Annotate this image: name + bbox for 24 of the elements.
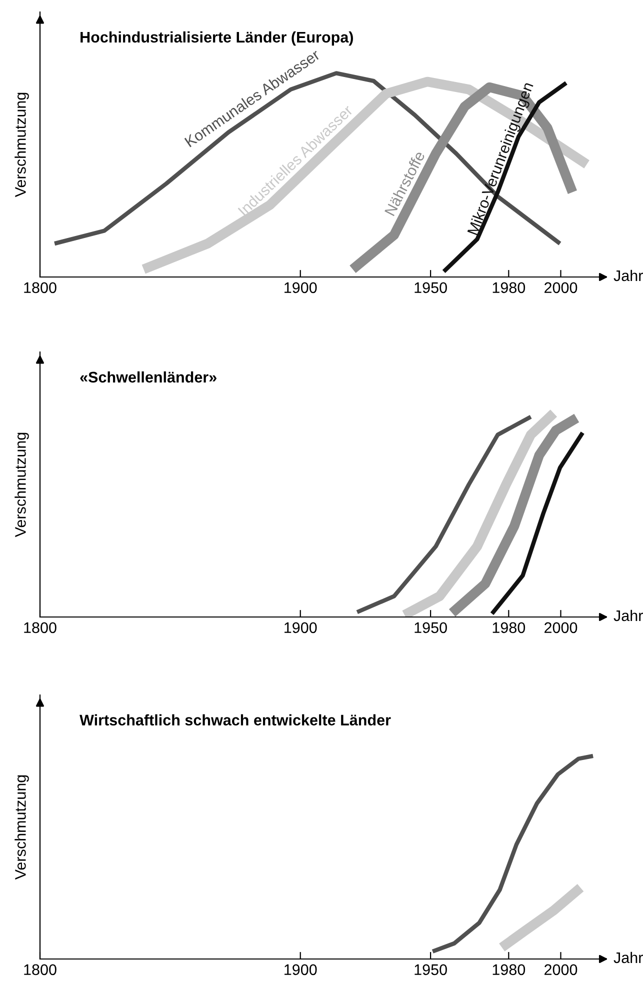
x-axis-title: Jahr xyxy=(614,270,643,282)
x-tick-label: 2000 xyxy=(544,964,578,976)
chart-title: Hochindustrialisierte Länder (Europa) xyxy=(80,31,353,46)
x-tick-label: 1900 xyxy=(284,282,317,294)
x-tick-label: 1980 xyxy=(492,282,526,294)
y-axis-title: Verschmutzung xyxy=(14,92,29,198)
x-tick-label: 1980 xyxy=(492,622,526,634)
x-tick-label: 2000 xyxy=(544,622,578,634)
x-tick-label: 1980 xyxy=(492,964,526,976)
x-tick-label: 1800 xyxy=(24,282,56,294)
x-axis-title: Jahr xyxy=(614,610,643,622)
chart-title: «Schwellenländer» xyxy=(80,371,216,383)
x-tick-label: 1800 xyxy=(24,622,56,634)
x-tick-label: 1950 xyxy=(414,622,447,634)
x-tick-label: 1900 xyxy=(284,964,317,976)
x-tick-label: 1950 xyxy=(414,964,447,976)
x-tick-label: 1950 xyxy=(414,282,447,294)
chart-title: Wirtschaftlich schwach entwickelte Länder xyxy=(80,714,391,726)
y-axis-title: Verschmutzung xyxy=(14,432,29,538)
x-tick-label: 1900 xyxy=(284,622,317,634)
x-tick-label: 1800 xyxy=(24,964,56,976)
x-axis-title: Jahr xyxy=(614,952,643,964)
y-axis-title: Verschmutzung xyxy=(14,775,29,880)
x-tick-label: 2000 xyxy=(544,282,578,294)
